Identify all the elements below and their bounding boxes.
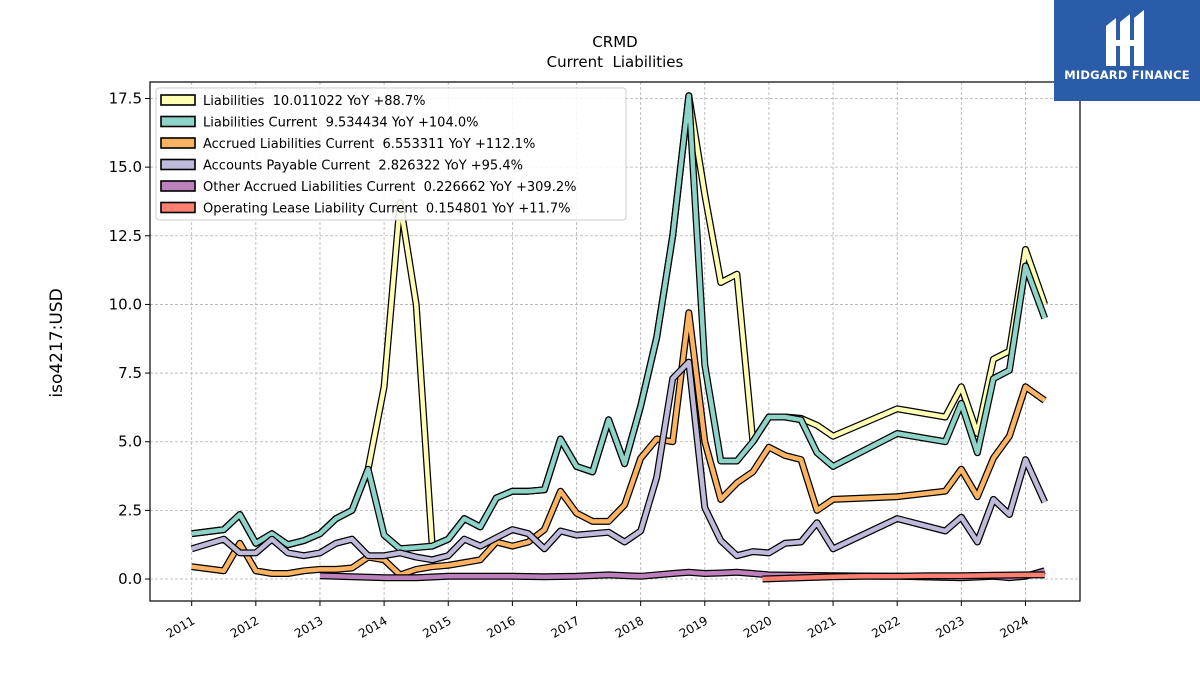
x-tick-label: 2024 [998,613,1031,640]
legend-swatch-accrued-liabilities-current [160,137,196,149]
plot-area-frame [149,81,1081,602]
series-line-accounts-payable-current [191,359,1047,563]
brand-logo: MIDGARD FINANCE [1054,0,1200,101]
chart-subtitle: Current Liabilities [547,53,684,71]
x-tick-label: 2022 [869,613,902,640]
legend-label-accounts-payable-current: Accounts Payable Current 2.826322 YoY +9… [203,159,523,174]
x-tick-label: 2023 [933,613,966,640]
legend-swatch-operating-lease-liability-current [160,201,196,214]
series-line-accrued-liabilities-current [191,310,1047,578]
legend-box [155,87,627,221]
chart-title: CRMD [592,33,637,51]
x-tick-label: 2020 [741,613,774,640]
x-tick-label: 2015 [420,613,453,640]
x-tick-label: 2016 [484,613,517,640]
y-tick-label: 2.5 [118,501,142,519]
x-tick-label: 2011 [164,613,197,640]
legend-label-operating-lease-liability-current: Operating Lease Liability Current 0.1548… [203,202,571,217]
x-tick-label: 2012 [228,613,261,640]
brand-name: MIDGARD FINANCE [1064,68,1190,82]
legend-swatch-accounts-payable-current [160,158,196,171]
y-tick-label: 10.0 [109,295,142,313]
legend-label-liabilities: Liabilities 10.011022 YoY +88.7% [203,94,426,109]
legend-swatch-other-accrued-liabilities-current [160,180,196,192]
x-tick-label: 2018 [613,613,646,640]
y-tick-label: 7.5 [118,364,142,382]
legend-label-accrued-liabilities-current: Accrued Liabilities Current 6.553311 YoY… [203,137,535,152]
series-lines [190,92,1049,583]
y-tick-label: 15.0 [109,158,142,176]
midgard-logo-icon [1106,10,1144,66]
y-axis-label: iso4217:USD [47,288,67,397]
x-tick-label: 2017 [549,613,582,640]
x-tick-label: 2013 [292,613,325,640]
y-tick-label: 0.0 [118,570,142,588]
y-tick-label: 5.0 [118,433,142,451]
y-tick-label: 12.5 [109,227,142,245]
x-tick-label: 2021 [805,613,838,640]
x-tick-label: 2019 [677,613,710,640]
series-line-liabilities-current [191,93,1047,552]
legend-swatch-liabilities [160,94,196,106]
legend-label-liabilities-current: Liabilities Current 9.534434 YoY +104.0% [203,116,478,131]
legend-swatch-liabilities-current [160,115,196,128]
legend-label-other-accrued-liabilities-current: Other Accrued Liabilities Current 0.2266… [203,180,576,195]
chart-legend: Liabilities 10.011022 YoY +88.7% Liabilit… [155,87,627,221]
y-tick-label: 17.5 [109,89,142,107]
series-line-operating-lease-liability-current [762,572,1045,582]
x-tick-label: 2014 [356,613,389,640]
